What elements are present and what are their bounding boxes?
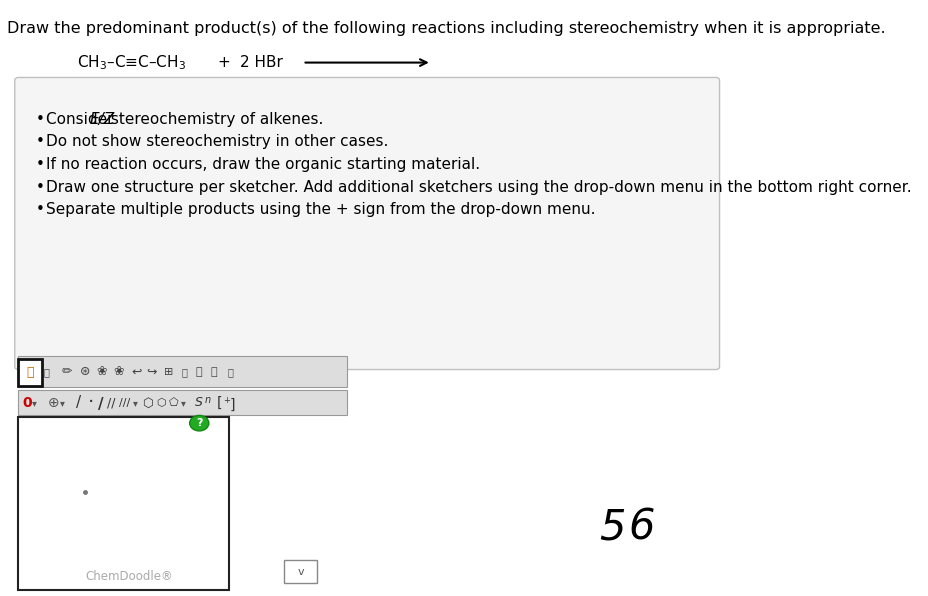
Text: ❀: ❀ [97,365,107,378]
Text: ⊞: ⊞ [163,367,173,377]
Text: //: // [107,396,116,409]
Text: 2 HBr: 2 HBr [239,55,282,70]
Bar [284,560,317,583]
Text: ▾: ▾ [133,398,137,408]
Text: •: • [35,202,45,218]
Text: +: + [223,396,230,405]
Text: ///: /// [119,398,130,408]
Text: ↪: ↪ [146,365,157,378]
Text: 0: 0 [22,396,32,410]
Text: /: / [98,397,104,412]
Text: ?: ? [196,418,202,428]
Text: 6: 6 [628,507,654,548]
Text: ✏: ✏ [61,365,71,378]
Text: Separate multiple products using the + sign from the drop-down menu.: Separate multiple products using the + s… [46,202,596,218]
Text: ⊕: ⊕ [48,396,59,410]
Text: ⬠: ⬠ [169,398,178,408]
Text: •: • [35,134,45,150]
Text: ]: ] [229,398,235,412]
Bar [19,359,42,386]
Text: ▾: ▾ [60,398,65,408]
Text: 📋: 📋 [181,367,187,377]
Text: •: • [35,111,45,127]
Text: CH$_3$–C≡C–CH$_3$: CH$_3$–C≡C–CH$_3$ [77,53,187,72]
Text: Draw one structure per sketcher. Add additional sketchers using the drop-down me: Draw one structure per sketcher. Add add… [46,179,911,195]
Text: 🔍: 🔍 [196,367,202,377]
Text: Do not show stereochemistry in other cases.: Do not show stereochemistry in other cas… [46,134,389,150]
Text: ⬡: ⬡ [142,396,153,409]
Text: $\mathit{n}$: $\mathit{n}$ [203,395,211,405]
Text: v: v [297,567,303,576]
Text: ⬡: ⬡ [156,398,165,408]
Text: $\mathit{S}$: $\mathit{S}$ [194,396,203,409]
Text: ·: · [87,393,94,412]
FancyBboxPatch shape [15,77,719,370]
Text: ▾: ▾ [32,398,37,408]
Text: 5: 5 [599,507,625,548]
Text: ChemDoodle®: ChemDoodle® [85,570,173,583]
Text: Draw the predominant product(s) of the following reactions including stereochemi: Draw the predominant product(s) of the f… [7,21,885,36]
Bar [19,417,228,590]
Bar [19,390,346,415]
Bar [19,356,346,387]
Text: +: + [217,55,230,70]
Text: [: [ [216,396,222,410]
Text: •: • [35,179,45,195]
Text: ⊛: ⊛ [80,365,90,378]
Text: Consider: Consider [46,111,119,127]
Text: 🔒: 🔒 [44,367,49,377]
Text: •: • [35,157,45,172]
Text: ↩: ↩ [131,365,142,378]
Text: 🔎: 🔎 [211,367,217,377]
Text: 🎨: 🎨 [227,367,233,377]
Text: 🖐: 🖐 [27,366,34,378]
Text: If no reaction occurs, draw the organic starting material.: If no reaction occurs, draw the organic … [46,157,480,172]
Text: ▾: ▾ [181,398,186,408]
Text: /: / [76,395,82,411]
Circle shape [189,415,209,431]
Text: ❀: ❀ [112,365,123,378]
Text: E/Z: E/Z [89,111,114,127]
Text: stereochemistry of alkenes.: stereochemistry of alkenes. [106,111,323,127]
